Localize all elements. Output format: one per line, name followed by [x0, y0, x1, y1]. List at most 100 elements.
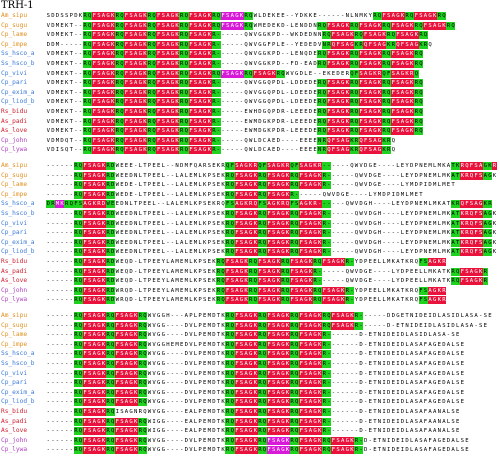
residue: G [258, 61, 262, 67]
residue: T [400, 287, 405, 294]
residue: - [373, 322, 377, 329]
residue: A [133, 60, 138, 68]
residue: L [428, 201, 432, 208]
residue: R [257, 312, 263, 320]
residue: P [272, 99, 276, 106]
residue: R [225, 238, 230, 247]
residue: W [359, 172, 363, 179]
residue: R [225, 417, 230, 426]
residue: R [138, 427, 143, 436]
residue: A [197, 117, 203, 126]
residue: P [207, 249, 211, 256]
residue: S [239, 446, 244, 455]
residue: T [143, 220, 147, 227]
residue: - [281, 137, 285, 144]
residue: G [128, 379, 134, 388]
residue: - [281, 61, 285, 67]
residue: S [478, 171, 483, 180]
residue: G [280, 436, 286, 445]
residue: D [308, 51, 313, 58]
residue: A [124, 331, 129, 340]
residue: Q [87, 146, 92, 155]
residue: R [225, 331, 230, 340]
residue: Q [230, 210, 235, 218]
residue: F [423, 399, 428, 406]
residue: T [134, 201, 138, 208]
residue: K [221, 191, 225, 198]
residue: E [313, 51, 317, 58]
residue: - [78, 70, 83, 77]
residue: G [128, 417, 134, 426]
residue: L [437, 220, 441, 227]
residue: K [317, 446, 322, 455]
residue: D [124, 182, 129, 189]
residue: K [142, 12, 148, 20]
residue: P [207, 182, 211, 189]
residue: R [225, 321, 230, 330]
residue: - [55, 287, 60, 294]
residue: G [248, 171, 253, 180]
residue: A [335, 108, 341, 116]
residue: R [147, 79, 152, 88]
residue: R [312, 267, 318, 276]
residue: F [82, 321, 88, 330]
residue: A [92, 258, 97, 266]
residue: Q [358, 146, 364, 155]
residue: F [326, 88, 332, 97]
residue: T [216, 351, 221, 358]
residue: G [341, 191, 345, 198]
residue: K [174, 136, 180, 145]
residue: V [253, 51, 257, 58]
residue: L [290, 128, 294, 135]
residue: R [105, 408, 111, 416]
residue: - [170, 191, 175, 198]
residue: F [92, 69, 97, 78]
residue: F [234, 238, 240, 247]
residue: K [308, 277, 313, 286]
residue: V [46, 80, 50, 87]
residue: R [179, 40, 184, 49]
residue: S [87, 312, 92, 320]
residue: S [427, 21, 433, 30]
residue: G [96, 417, 102, 426]
residue: R [312, 286, 318, 295]
residue: G [262, 80, 267, 87]
residue: A [266, 258, 272, 266]
residue: S [400, 31, 405, 40]
residue: F [299, 171, 304, 180]
residue: Q [294, 417, 299, 426]
residue: R [257, 417, 263, 426]
residue: G [138, 88, 143, 97]
residue: T [69, 128, 73, 135]
residue: S [437, 332, 441, 339]
residue: - [51, 287, 55, 294]
residue: D [212, 409, 216, 415]
residue: - [46, 182, 50, 189]
residue: D [51, 99, 55, 106]
residue: R [354, 146, 359, 155]
residue: W [147, 447, 152, 454]
residue: R [138, 417, 143, 426]
residue: - [166, 399, 170, 406]
residue: F [299, 238, 304, 247]
residue: - [69, 172, 73, 179]
residue: L [405, 389, 409, 396]
residue: - [326, 238, 332, 247]
residue: R [138, 388, 143, 397]
residue: R [289, 379, 295, 388]
residue: S [96, 108, 102, 116]
residue: R [322, 238, 327, 247]
residue: - [230, 89, 234, 96]
residue: G [248, 248, 253, 257]
residue: G [340, 60, 345, 68]
residue: Q [87, 31, 92, 40]
residue: S [239, 181, 244, 190]
residue: K [253, 379, 258, 388]
residue: G [170, 60, 175, 68]
residue: D [51, 80, 55, 87]
residue: - [65, 239, 69, 246]
residue: R [441, 258, 447, 266]
residue: Q [151, 50, 157, 59]
